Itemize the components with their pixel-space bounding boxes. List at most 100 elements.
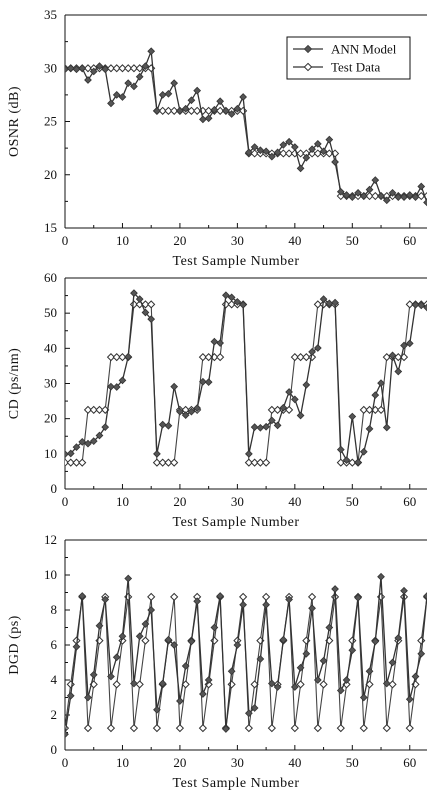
ann-model-point bbox=[296, 164, 305, 173]
y-tick-label: 20 bbox=[44, 167, 57, 182]
test-data-point bbox=[359, 405, 368, 414]
test-data-point bbox=[244, 724, 253, 733]
ann-model-point bbox=[130, 679, 138, 688]
ann-model-point bbox=[118, 632, 127, 641]
test-data-point bbox=[405, 724, 414, 733]
ann-model-point bbox=[371, 176, 380, 184]
legend-box bbox=[286, 36, 411, 80]
test-data-point bbox=[319, 680, 328, 689]
ann-model-point bbox=[181, 104, 190, 113]
ann-model-point bbox=[273, 421, 282, 430]
test-data-point bbox=[78, 458, 87, 467]
legend-marker-ann-model bbox=[303, 44, 313, 54]
test-data-point bbox=[129, 64, 139, 73]
ann-model-point bbox=[417, 182, 426, 191]
ann-model-point bbox=[250, 704, 259, 712]
ann-model-point bbox=[400, 193, 408, 201]
y-tick-label: 8 bbox=[51, 602, 58, 617]
ann-model-point bbox=[348, 193, 357, 201]
chart-panel-3: 0 2 4 6 8 10 12 0 10 20 30 40 50 60 Test Sample Number… bbox=[7, 532, 427, 791]
test-data-point bbox=[112, 64, 121, 73]
test-data-point bbox=[284, 149, 294, 158]
ann-model-point bbox=[95, 621, 104, 630]
ann-model-point bbox=[72, 642, 81, 651]
test-data-point bbox=[147, 300, 156, 309]
x-tick-label: 50 bbox=[346, 494, 359, 509]
ann-model-point bbox=[170, 79, 179, 88]
test-data-point bbox=[216, 353, 225, 362]
ann-model-point bbox=[216, 339, 225, 347]
y-tick-label: 15 bbox=[44, 220, 57, 235]
x-tick-label: 20 bbox=[173, 494, 186, 509]
ann-model-point bbox=[84, 693, 92, 702]
ann-model-point bbox=[210, 623, 219, 632]
ann-model-point bbox=[302, 649, 311, 658]
ann-model-point bbox=[405, 339, 414, 348]
ann-model-point bbox=[164, 89, 173, 98]
ann-model-point bbox=[250, 423, 259, 431]
ann-model-point bbox=[417, 301, 426, 310]
ann-model-point bbox=[279, 141, 288, 149]
test-data-point bbox=[336, 458, 345, 467]
chart-panel-2: 0 10 20 30 40 50 60 0 10 20 30 40 50 60 Test Sample Nu… bbox=[7, 270, 427, 530]
ann-model-point bbox=[325, 623, 334, 632]
test-data-point bbox=[135, 64, 144, 73]
ann-model-point bbox=[124, 79, 133, 88]
ann-model-point bbox=[342, 191, 351, 199]
ann-model-point bbox=[388, 188, 397, 197]
ann-model-point bbox=[313, 344, 322, 352]
ann-model-point bbox=[394, 193, 403, 201]
ann-model-point bbox=[405, 695, 414, 704]
ann-model-point bbox=[382, 423, 391, 432]
test-data-point bbox=[262, 592, 271, 601]
ann-model-point bbox=[325, 135, 334, 144]
x-tick-label: 10 bbox=[116, 233, 129, 248]
ann-model-point bbox=[135, 295, 144, 303]
ann-model-point bbox=[336, 686, 345, 695]
ann-model-point bbox=[170, 382, 179, 391]
ann-model-point bbox=[359, 693, 368, 702]
test-data-point bbox=[382, 353, 391, 362]
ann-model-point bbox=[411, 672, 420, 681]
ann-model-point bbox=[262, 600, 270, 609]
test-data-point bbox=[118, 64, 127, 73]
y-tick-label: 20 bbox=[44, 411, 57, 426]
test-data-point bbox=[66, 680, 75, 689]
y-tick-label: 6 bbox=[51, 637, 58, 652]
test-data-point bbox=[365, 405, 374, 414]
test-data-point bbox=[227, 680, 236, 689]
ann-model-point bbox=[84, 76, 92, 84]
test-data-point bbox=[417, 636, 426, 645]
ann-model-point bbox=[302, 153, 311, 162]
y-tick-label: 35 bbox=[44, 7, 57, 22]
test-data-point bbox=[417, 191, 426, 201]
test-data-point bbox=[267, 724, 276, 733]
test-data-point bbox=[106, 64, 116, 73]
ann-model-point bbox=[216, 592, 225, 600]
test-data-point bbox=[227, 300, 236, 309]
test-data-point bbox=[296, 680, 305, 689]
ann-model-point bbox=[354, 593, 362, 602]
test-data-point bbox=[83, 405, 93, 414]
ann-model-point bbox=[89, 67, 98, 76]
test-data-point bbox=[193, 106, 202, 115]
x-tick-label: 40 bbox=[288, 494, 301, 509]
ann-model-point bbox=[158, 679, 167, 688]
test-data-point bbox=[302, 353, 311, 362]
ann-model-point bbox=[227, 110, 236, 118]
test-data-point bbox=[152, 724, 162, 733]
test-data-point bbox=[296, 149, 305, 158]
ann-model-point bbox=[233, 298, 242, 306]
ann-model-point bbox=[336, 187, 345, 196]
test-data-point bbox=[164, 458, 173, 467]
test-data-point bbox=[307, 592, 317, 601]
ann-model-point bbox=[256, 423, 265, 432]
test-data-point bbox=[250, 458, 259, 467]
test-data-point bbox=[112, 353, 121, 362]
x-tick-label: 20 bbox=[173, 233, 186, 248]
test-data-point bbox=[72, 458, 81, 467]
test-data-point bbox=[135, 680, 144, 689]
ann-model-point bbox=[170, 641, 179, 649]
plot-area bbox=[65, 572, 427, 739]
ann-model-point bbox=[141, 62, 150, 70]
